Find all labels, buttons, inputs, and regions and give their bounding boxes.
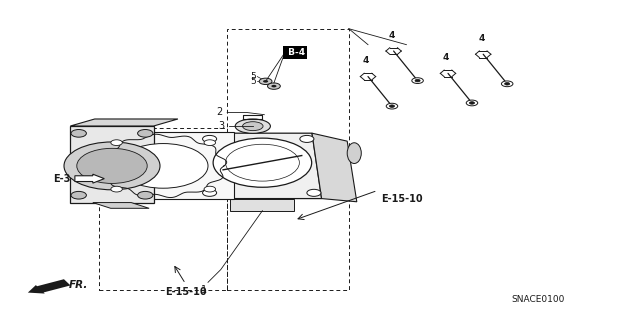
Polygon shape xyxy=(230,198,294,211)
Circle shape xyxy=(204,186,216,192)
Circle shape xyxy=(71,130,86,137)
Circle shape xyxy=(259,78,272,85)
Polygon shape xyxy=(312,133,357,202)
Circle shape xyxy=(138,130,153,137)
Circle shape xyxy=(138,191,153,199)
Text: B-4: B-4 xyxy=(285,48,305,57)
Text: E-3: E-3 xyxy=(53,174,70,184)
Circle shape xyxy=(271,85,276,87)
Circle shape xyxy=(389,105,394,108)
Text: 5: 5 xyxy=(250,72,256,81)
Text: 1: 1 xyxy=(200,285,207,294)
Circle shape xyxy=(415,79,420,82)
Circle shape xyxy=(501,81,513,87)
Text: 4: 4 xyxy=(363,56,369,65)
Circle shape xyxy=(71,191,86,199)
Circle shape xyxy=(64,142,160,190)
Polygon shape xyxy=(93,203,149,208)
Circle shape xyxy=(111,186,122,192)
Text: 3: 3 xyxy=(218,121,224,131)
Circle shape xyxy=(203,189,216,196)
Text: E-15-10: E-15-10 xyxy=(381,194,422,204)
Ellipse shape xyxy=(236,119,271,133)
Circle shape xyxy=(386,103,397,109)
Circle shape xyxy=(268,83,280,89)
FancyArrow shape xyxy=(28,279,70,293)
Circle shape xyxy=(203,136,216,142)
Ellipse shape xyxy=(243,122,263,131)
Ellipse shape xyxy=(348,143,362,164)
Circle shape xyxy=(504,83,509,85)
Circle shape xyxy=(204,140,216,145)
Polygon shape xyxy=(70,119,178,126)
Circle shape xyxy=(412,78,423,84)
Text: SNACE0100: SNACE0100 xyxy=(511,295,564,304)
Polygon shape xyxy=(93,132,234,199)
Text: 4: 4 xyxy=(478,34,484,43)
Circle shape xyxy=(300,136,314,142)
Circle shape xyxy=(118,144,208,188)
Text: 2: 2 xyxy=(216,108,223,117)
Circle shape xyxy=(77,148,147,183)
Circle shape xyxy=(263,80,268,83)
Text: 4: 4 xyxy=(443,53,449,62)
Circle shape xyxy=(466,100,477,106)
Text: FR.: FR. xyxy=(69,279,88,290)
Polygon shape xyxy=(70,126,154,203)
Circle shape xyxy=(213,138,312,187)
Polygon shape xyxy=(200,133,322,198)
FancyArrow shape xyxy=(75,174,104,183)
Text: 5: 5 xyxy=(250,77,256,86)
Circle shape xyxy=(111,140,122,145)
Text: 4: 4 xyxy=(388,31,395,40)
Text: E-15-10: E-15-10 xyxy=(164,287,207,297)
Circle shape xyxy=(307,189,321,196)
Circle shape xyxy=(469,102,474,104)
